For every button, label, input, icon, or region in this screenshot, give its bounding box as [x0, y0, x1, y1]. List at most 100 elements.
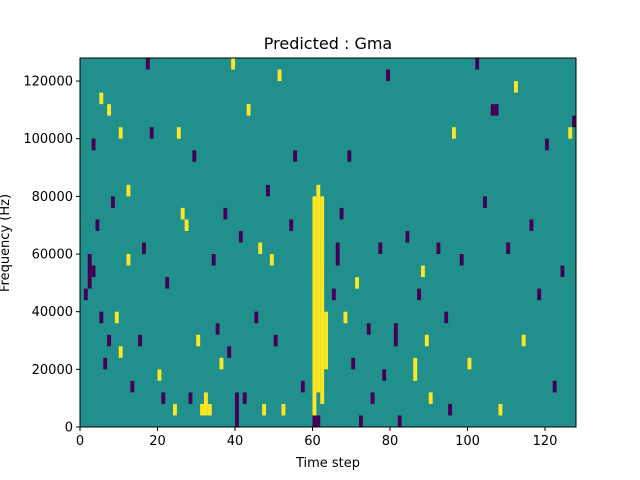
heatmap-cell [281, 403, 286, 416]
y-tick-label: 80000 [32, 190, 73, 205]
heatmap-cell [335, 242, 340, 266]
y-tick-label: 40000 [32, 305, 73, 320]
heatmap-cell [176, 127, 181, 139]
heatmap-cell [428, 392, 433, 404]
heatmap-cell [312, 196, 317, 416]
heatmap-cell [200, 403, 205, 416]
heatmap-cell [235, 392, 239, 427]
x-axis-label: Time step [295, 456, 360, 471]
plot-frame [79, 57, 577, 428]
heatmap-cell [366, 323, 371, 335]
heatmap-cell [483, 196, 487, 208]
heatmap-cell [316, 184, 321, 393]
heatmap-cell [397, 415, 402, 427]
heatmap-cell [498, 403, 503, 416]
heatmap-cell [266, 184, 270, 197]
heatmap-cell [238, 230, 243, 243]
heatmap-cell [262, 403, 267, 416]
heatmap-cell [188, 392, 193, 404]
heatmap-cell [231, 58, 236, 70]
heatmap-cell [145, 58, 150, 70]
heatmap-cell [417, 288, 422, 301]
x-tick-label: 120 [533, 434, 558, 449]
heatmap-cell [316, 415, 321, 427]
heatmap-cell [196, 334, 201, 347]
heatmap-cell [207, 403, 212, 416]
heatmap-cell [130, 380, 135, 393]
heatmap-cell [413, 357, 418, 381]
heatmap-cell [312, 415, 317, 427]
heatmap-cell [351, 357, 356, 370]
heatmap-cell [393, 323, 398, 347]
x-tick-label: 20 [149, 434, 166, 449]
heatmap-cell [227, 346, 232, 358]
heatmap-cell [467, 357, 472, 370]
heatmap-cell [382, 369, 387, 381]
heatmap-cell [386, 69, 391, 82]
heatmap-cell [452, 127, 456, 139]
heatmap-cell [370, 392, 375, 404]
heatmap-cell [506, 242, 511, 255]
heatmap-cell [405, 230, 410, 243]
heatmap-cell [331, 288, 336, 301]
heatmap-cell [126, 254, 131, 266]
heatmap-cells [83, 58, 577, 427]
y-tick-label: 20000 [32, 363, 73, 378]
heatmap-cell [184, 219, 189, 231]
heatmap-cell [99, 92, 104, 105]
heatmap-cell [95, 219, 100, 231]
x-tick-label: 80 [382, 434, 399, 449]
heatmap-cell [444, 311, 449, 324]
heatmap-cell [529, 219, 534, 231]
heatmap-cell [126, 184, 131, 197]
heatmap-cell [246, 104, 251, 116]
heatmap-cell [421, 265, 425, 278]
heatmap-cell [343, 311, 348, 324]
heatmap-cell [490, 104, 495, 116]
heatmap-cell [293, 150, 298, 162]
heatmap-cell [269, 254, 274, 266]
heatmap-cell [572, 115, 577, 128]
x-axis-ticks: 0 20 40 60 80 100 120 [76, 427, 558, 449]
y-tick-label: 0 [65, 421, 73, 436]
heatmap-cell [91, 265, 96, 278]
heatmap-cell [157, 369, 162, 381]
x-tick-label: 0 [76, 434, 84, 449]
heatmap-cell [83, 288, 88, 301]
heatmap-background [80, 58, 576, 427]
heatmap-cell [475, 58, 480, 70]
heatmap-cell [320, 196, 325, 404]
heatmap-cell [359, 415, 363, 427]
heatmap-cell [424, 334, 429, 347]
heatmap-cell [355, 277, 360, 289]
heatmap-cell [138, 334, 143, 347]
heatmap-cell [223, 207, 228, 220]
heatmap-cell [273, 334, 278, 347]
heatmap-cell [258, 242, 263, 255]
heatmap-cell [289, 219, 294, 231]
heatmap-cell [215, 323, 220, 335]
heatmap-cell [552, 380, 557, 393]
heatmap-cell [118, 127, 123, 139]
plot-area [79, 57, 577, 428]
heatmap-cell [142, 242, 146, 255]
heatmap-cell [277, 69, 282, 82]
heatmap-cell [107, 334, 112, 347]
heatmap-cell [161, 392, 166, 404]
heatmap-cell [521, 334, 526, 347]
heatmap-cell [87, 254, 92, 289]
heatmap-cell [118, 346, 123, 358]
heatmap-cell [242, 392, 247, 404]
heatmap-cell [192, 150, 197, 162]
x-tick-label: 40 [227, 434, 244, 449]
heatmap-cell [165, 277, 170, 289]
x-tick-label: 60 [304, 434, 321, 449]
y-tick-label: 120000 [23, 75, 73, 90]
heatmap-cell [300, 380, 305, 393]
heatmap-cell [537, 288, 542, 301]
heatmap-cell [103, 357, 108, 370]
heatmap-cell [254, 311, 259, 324]
y-axis-ticks: 0 20000 40000 60000 80000 100000 120000 [23, 75, 80, 436]
heatmap-cell [459, 254, 464, 266]
y-axis-label: Frequency (Hz) [0, 194, 13, 292]
